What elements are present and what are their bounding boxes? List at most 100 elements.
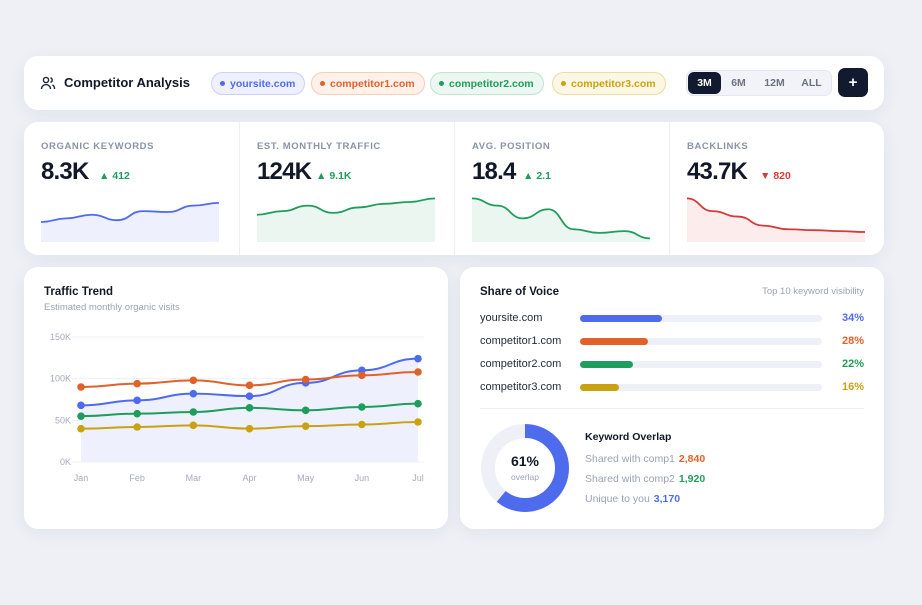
data-point[interactable] [358, 420, 366, 429]
data-point[interactable] [77, 383, 85, 391]
share-of-voice-card: Share of Voice Top 10 keyword visibility… [460, 267, 884, 529]
data-point[interactable] [414, 418, 422, 426]
domain-chip-competitor3[interactable]: competitor3.com [552, 72, 666, 95]
kpi-monthly-traffic: EST. MONTHLY TRAFFIC 124K ▲ 9.1K [239, 122, 454, 255]
overlap-row: Shared with comp2 1,920 [585, 473, 705, 485]
data-point[interactable] [414, 399, 422, 408]
domain-chip-label: competitor1.com [330, 77, 415, 90]
data-point[interactable] [189, 421, 198, 430]
data-point[interactable] [245, 404, 254, 412]
chart-subtitle: Estimated monthly organic visits [44, 302, 180, 313]
sov-row: competitor3.com 16% [480, 381, 864, 395]
x-tick-label: May [297, 473, 315, 483]
sparkline-area [687, 198, 865, 242]
data-point[interactable] [189, 376, 198, 385]
overlap-value: 1,920 [678, 473, 706, 485]
y-tick-label: 100K [50, 374, 71, 384]
data-point[interactable] [133, 409, 141, 418]
sparkline [472, 197, 650, 242]
data-point[interactable] [245, 392, 254, 400]
sov-bar-track [580, 384, 822, 391]
sparkline-line [687, 197, 865, 233]
sparkline [257, 197, 435, 242]
data-point[interactable] [301, 422, 310, 430]
data-point[interactable] [301, 406, 310, 415]
sov-bar-fill [580, 361, 634, 368]
page-title: Competitor Analysis [64, 75, 190, 90]
traffic-trend-chart: 0K 50K 100K 150K Jan Feb Mar Apr May Jun Jul [50, 332, 424, 483]
overlap-value: 2,840 [678, 453, 706, 465]
kpi-delta: ▼ 820 [760, 170, 791, 182]
sparkline-area [41, 202, 219, 242]
users-icon [40, 76, 56, 90]
overlap-label: Unique to you [585, 493, 650, 505]
kpi-delta: ▲ 412 [99, 170, 130, 182]
domain-dot [439, 81, 444, 86]
time-range-selector: 3M 6M 12M ALL [686, 70, 832, 96]
overlap-label: Shared with comp1 [585, 453, 675, 465]
x-tick-label: Apr [242, 473, 256, 483]
data-point[interactable] [414, 368, 422, 376]
range-all-button[interactable]: ALL [801, 77, 822, 89]
section-note: Top 10 keyword visibility [762, 286, 864, 297]
x-tick-label: Mar [186, 473, 202, 483]
donut-label: overlap [511, 472, 539, 482]
sparkline-area [257, 198, 435, 242]
section-title: Share of Voice [480, 286, 560, 298]
overlap-row: Shared with comp1 2,840 [585, 453, 705, 465]
domain-chip-competitor2[interactable]: competitor2.com [430, 72, 544, 95]
add-competitor-button[interactable]: + [838, 68, 868, 97]
data-point[interactable] [245, 424, 254, 433]
overlap-label: Shared with comp2 [585, 473, 675, 485]
data-point[interactable] [301, 375, 310, 384]
sparkline [687, 197, 865, 242]
data-point[interactable] [358, 371, 366, 380]
data-point[interactable] [358, 403, 366, 411]
sov-row: competitor1.com 28% [480, 335, 864, 349]
data-point[interactable] [245, 381, 254, 390]
sov-bar-fill [580, 338, 648, 345]
y-tick-label: 0K [60, 457, 71, 467]
overlap-title: Keyword Overlap [585, 431, 672, 443]
kpi-label: AVG. POSITION [472, 141, 551, 152]
range-12m-button[interactable]: 12M [764, 77, 785, 89]
kpi-avg-position: AVG. POSITION 18.4 ▲ 2.1 [454, 122, 669, 255]
data-point[interactable] [77, 412, 85, 420]
range-3m-button[interactable]: 3M [688, 72, 721, 94]
data-point[interactable] [77, 424, 85, 433]
sparkline-line [257, 197, 435, 216]
data-point[interactable] [189, 408, 198, 416]
overlap-donut [481, 424, 569, 512]
data-point[interactable] [414, 354, 422, 363]
kpi-label: BACKLINKS [687, 141, 749, 152]
overlap-value: 3,170 [653, 493, 681, 505]
kpi-delta-value: 820 [773, 170, 791, 182]
domain-dot [561, 81, 566, 86]
kpi-label: ORGANIC KEYWORDS [41, 141, 155, 152]
sov-row: competitor2.com 22% [480, 358, 864, 372]
sov-bar-fill [580, 384, 619, 391]
data-point[interactable] [189, 389, 198, 398]
sov-domain: competitor2.com [480, 358, 562, 370]
sparkline-line [472, 197, 650, 240]
sov-bar-fill [580, 315, 662, 322]
x-tick-label: Jul [412, 473, 424, 483]
range-6m-button[interactable]: 6M [731, 77, 746, 89]
sov-domain: competitor1.com [480, 335, 562, 347]
sov-domain: yoursite.com [480, 312, 543, 324]
kpi-delta: ▲ 9.1K [316, 170, 352, 182]
data-point[interactable] [77, 401, 85, 410]
kpi-delta: ▲ 2.1 [523, 170, 551, 182]
data-point[interactable] [133, 423, 141, 431]
data-point[interactable] [133, 396, 141, 405]
domain-dot [320, 81, 325, 86]
data-point[interactable] [133, 379, 141, 388]
sov-bar-track [580, 315, 822, 322]
kpi-backlinks: BACKLINKS 43.7K ▼ 820 [669, 122, 884, 255]
header-toolbar: Competitor Analysis yoursite.com competi… [24, 56, 884, 110]
domain-chip-label: competitor3.com [571, 77, 656, 90]
kpi-delta-value: 412 [112, 170, 130, 182]
domain-chip-yoursite[interactable]: yoursite.com [211, 72, 306, 95]
domain-chip-competitor1[interactable]: competitor1.com [311, 72, 425, 95]
overlap-row: Unique to you 3,170 [585, 493, 680, 505]
